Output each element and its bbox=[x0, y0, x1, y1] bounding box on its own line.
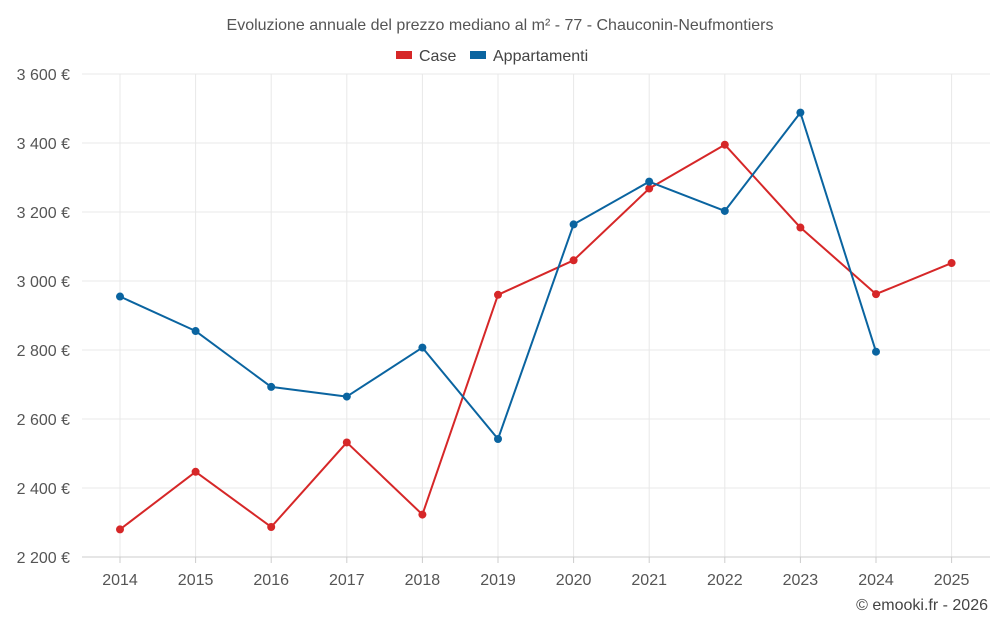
data-point-case[interactable] bbox=[569, 256, 578, 265]
chart-title: Evoluzione annuale del prezzo mediano al… bbox=[227, 17, 774, 34]
y-axis: 2 200 € 2 400 € 2 600 € 2 800 € 3 000 € 3 200… bbox=[17, 67, 70, 567]
data-point-case[interactable] bbox=[342, 438, 351, 447]
y-tick-label: 2 400 € bbox=[17, 481, 70, 498]
legend-swatch-appartamenti[interactable] bbox=[470, 51, 486, 59]
data-point-case[interactable] bbox=[720, 140, 729, 149]
y-tick-label: 2 600 € bbox=[17, 412, 70, 429]
data-point-appartamenti[interactable] bbox=[494, 435, 502, 444]
x-tick-label: 2019 bbox=[480, 572, 516, 589]
y-tick-label: 2 800 € bbox=[17, 343, 70, 360]
y-tick-label: 3 400 € bbox=[17, 136, 70, 153]
data-point-appartamenti[interactable] bbox=[569, 220, 578, 229]
data-point-appartamenti[interactable] bbox=[418, 343, 427, 352]
x-tick-label: 2016 bbox=[253, 572, 289, 589]
data-point-appartamenti[interactable] bbox=[191, 327, 200, 336]
x-tick-label: 2020 bbox=[556, 572, 592, 589]
x-tick-label: 2023 bbox=[783, 572, 819, 589]
legend-swatch-case[interactable] bbox=[396, 51, 412, 59]
data-point-case[interactable] bbox=[267, 522, 276, 531]
data-point-appartamenti[interactable] bbox=[645, 177, 654, 186]
x-tick-label: 2021 bbox=[631, 572, 667, 589]
legend[interactable]: Case Appartamenti bbox=[396, 48, 588, 65]
data-point-case[interactable] bbox=[796, 223, 805, 232]
x-tick-label: 2018 bbox=[405, 572, 441, 589]
data-point-appartamenti[interactable] bbox=[720, 206, 729, 215]
legend-label-case[interactable]: Case bbox=[419, 48, 456, 65]
data-point-case[interactable] bbox=[947, 259, 956, 268]
x-tick-label: 2022 bbox=[707, 572, 743, 589]
x-axis: 2014 2015 2016 2017 2018 2019 2020 2021 2022 2023… bbox=[82, 556, 990, 589]
x-tick-label: 2024 bbox=[858, 572, 894, 589]
data-point-case[interactable] bbox=[116, 525, 124, 534]
y-tick-label: 3 000 € bbox=[17, 274, 70, 291]
x-tick-label: 2015 bbox=[178, 572, 214, 589]
x-tick-label: 2025 bbox=[934, 572, 970, 589]
data-point-appartamenti[interactable] bbox=[342, 392, 351, 401]
grid bbox=[82, 73, 990, 558]
data-point-appartamenti[interactable] bbox=[872, 347, 880, 356]
y-tick-label: 3 200 € bbox=[17, 205, 70, 222]
series bbox=[116, 108, 956, 534]
data-point-appartamenti[interactable] bbox=[796, 108, 805, 117]
x-tick-label: 2017 bbox=[329, 572, 365, 589]
data-point-case[interactable] bbox=[872, 290, 880, 299]
x-tick-label: 2014 bbox=[102, 572, 138, 589]
data-point-case[interactable] bbox=[418, 510, 427, 519]
credit-text: © emooki.fr - 2026 bbox=[856, 597, 988, 614]
data-point-case[interactable] bbox=[645, 184, 654, 193]
series-line-case[interactable] bbox=[119, 143, 952, 531]
data-point-appartamenti[interactable] bbox=[116, 292, 124, 301]
y-tick-label: 2 200 € bbox=[17, 550, 70, 567]
data-point-appartamenti[interactable] bbox=[267, 382, 276, 391]
data-point-case[interactable] bbox=[191, 467, 200, 476]
y-tick-label: 3 600 € bbox=[17, 67, 70, 84]
data-point-case[interactable] bbox=[494, 290, 502, 299]
legend-label-appartamenti[interactable]: Appartamenti bbox=[493, 48, 588, 65]
